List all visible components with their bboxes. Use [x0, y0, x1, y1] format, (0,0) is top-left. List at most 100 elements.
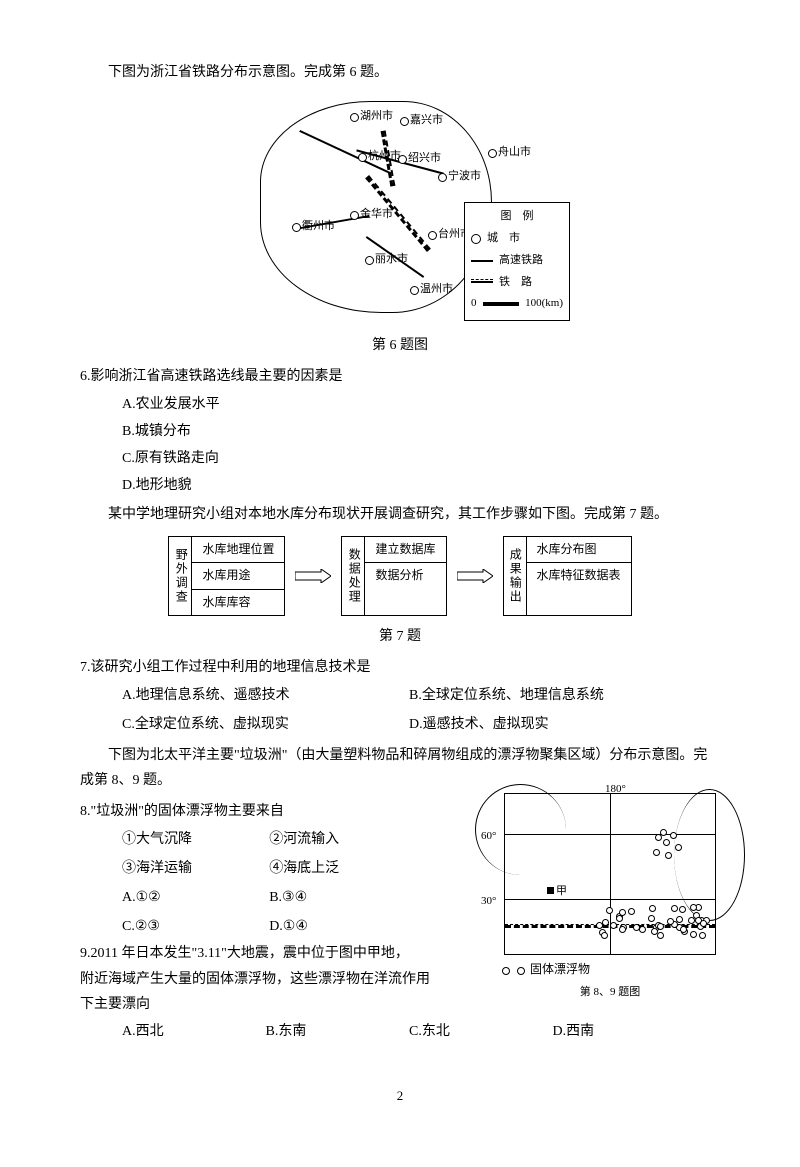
- q8-option-a[interactable]: A.①②: [122, 885, 269, 910]
- flow-cell: 水库库容: [192, 590, 284, 616]
- q8-option-b[interactable]: B.③④: [269, 885, 416, 910]
- city-dot: [488, 149, 497, 158]
- q7-stem: 7.该研究小组工作过程中利用的地理信息技术是: [80, 655, 720, 680]
- q6-option-d[interactable]: D.地形地貌: [122, 473, 720, 498]
- q9-stem-line-3: 下主要漂向: [80, 992, 490, 1017]
- jia-label: 甲: [547, 882, 567, 902]
- q6-options: A.农业发展水平 B.城镇分布 C.原有铁路走向 D.地形地貌: [80, 392, 720, 499]
- q6-stem: 6.影响浙江省高速铁路选线最主要的因素是: [80, 364, 720, 389]
- pacific-map: 180° 60° 30° 甲: [504, 793, 716, 955]
- q7-flow-diagram: 野外调查 水库地理位置 水库用途 水库库容 数据处理 建立数据库 数据分析 成果…: [100, 536, 700, 617]
- flow-cell: 水库用途: [192, 563, 284, 590]
- lon-180-label: 180°: [605, 780, 626, 800]
- float-dot: [616, 915, 623, 922]
- scale-max: 100(km): [525, 294, 563, 314]
- flow-head-1: 野外调查: [169, 537, 192, 616]
- q7-option-b[interactable]: B.全球定位系统、地理信息系统: [409, 683, 696, 708]
- flow-cell: 水库地理位置: [192, 537, 284, 564]
- q8-item-2: ②河流输入: [269, 827, 416, 852]
- figure-6: 湖州市嘉兴市杭州市绍兴市舟山市宁波市金华市衢州市台州市丽水市温州市 图 例 城 …: [80, 91, 720, 358]
- legend-hsr-label: 高速铁路: [499, 251, 543, 271]
- q7-intro: 某中学地理研究小组对本地水库分布现状开展调查研究，其工作步骤如下图。完成第 7 …: [80, 502, 720, 527]
- city-label: 嘉兴市: [410, 111, 443, 131]
- city-label: 舟山市: [498, 143, 531, 163]
- float-dot: [671, 905, 678, 912]
- flow-cell: 数据分析: [365, 563, 445, 589]
- city-symbol: [471, 234, 481, 244]
- q7-option-a[interactable]: A.地理信息系统、遥感技术: [122, 683, 409, 708]
- flow-cell: 水库特征数据表: [527, 563, 631, 589]
- legend-title: 图 例: [471, 207, 563, 227]
- float-dot: [653, 849, 660, 856]
- figure-6-caption: 第 6 题图: [80, 333, 720, 358]
- q8-stem: 8."垃圾洲"的固体漂浮物主要来自: [80, 799, 490, 824]
- q9-stem-line-2: 附近海域产生大量的固体漂浮物，这些漂浮物在洋流作用: [80, 967, 490, 992]
- flow-box-2: 数据处理 建立数据库 数据分析: [341, 536, 446, 617]
- float-dot: [619, 926, 626, 933]
- city-label: 金华市: [360, 205, 393, 225]
- figure-8-9: 180° 60° 30° 甲 固体漂浮物 第 8、9 题图: [500, 793, 720, 1002]
- q9-option-c[interactable]: C.东北: [409, 1019, 553, 1044]
- legend-row-rail: 铁 路: [471, 273, 563, 293]
- zhejiang-map: 湖州市嘉兴市杭州市绍兴市舟山市宁波市金华市衢州市台州市丽水市温州市 图 例 城 …: [230, 91, 570, 331]
- city-label: 温州市: [420, 280, 453, 300]
- float-dot: [690, 904, 697, 911]
- q6-option-a[interactable]: A.农业发展水平: [122, 392, 720, 417]
- hsr-symbol: [471, 260, 493, 262]
- float-dot: [699, 932, 706, 939]
- city-label: 杭州市: [368, 147, 401, 167]
- q7-options: A.地理信息系统、遥感技术 B.全球定位系统、地理信息系统 C.全球定位系统、虚…: [80, 681, 720, 739]
- city-label: 宁波市: [448, 167, 481, 187]
- legend-89-label: 固体漂浮物: [530, 962, 590, 976]
- city-label: 丽水市: [375, 250, 408, 270]
- float-dot: [690, 931, 697, 938]
- figure-89-caption: 第 8、9 题图: [500, 983, 720, 1003]
- figure-7-caption: 第 7 题: [80, 624, 720, 649]
- figure-89-legend: 固体漂浮物: [500, 959, 720, 981]
- float-symbol-icon: [502, 967, 510, 975]
- flow-arrow-icon: [295, 569, 331, 583]
- q9-option-b[interactable]: B.东南: [266, 1019, 410, 1044]
- scale-bar-line: [483, 302, 520, 306]
- q6-option-b[interactable]: B.城镇分布: [122, 419, 720, 444]
- q8-item-3: ③海洋运输: [122, 856, 269, 881]
- city-label: 绍兴市: [408, 149, 441, 169]
- float-dot: [663, 839, 670, 846]
- q7-option-d[interactable]: D.遥感技术、虚拟现实: [409, 712, 696, 737]
- float-dot: [679, 906, 686, 913]
- float-symbol-icon: [517, 967, 525, 975]
- q9-stem-line-1: 9.2011 年日本发生"3.11"大地震，震中位于图中甲地，: [80, 941, 490, 966]
- scale-bar: 0 100(km): [471, 294, 563, 314]
- q7-option-c[interactable]: C.全球定位系统、虚拟现实: [122, 712, 409, 737]
- legend-city-label: 城 市: [487, 229, 520, 249]
- flow-box-1: 野外调查 水库地理位置 水库用途 水库库容: [168, 536, 285, 617]
- legend-rail-label: 铁 路: [499, 273, 532, 293]
- float-dot: [667, 918, 674, 925]
- map-legend: 图 例 城 市 高速铁路 铁 路 0 100(km): [464, 202, 570, 321]
- q6-option-c[interactable]: C.原有铁路走向: [122, 446, 720, 471]
- city-label: 湖州市: [360, 107, 393, 127]
- q8-option-d[interactable]: D.①④: [269, 914, 416, 939]
- float-dot: [700, 920, 707, 927]
- float-dot: [639, 926, 646, 933]
- coast-america: [674, 789, 745, 921]
- flow-cell: 建立数据库: [365, 537, 445, 564]
- page-number: 2: [80, 1084, 720, 1107]
- q8-options: A.①② B.③④ C.②③ D.①④: [80, 883, 490, 941]
- q9-options: A.西北 B.东南 C.东北 D.西南: [80, 1019, 720, 1044]
- q8-option-c[interactable]: C.②③: [122, 914, 269, 939]
- float-dot: [628, 908, 635, 915]
- float-dot: [680, 926, 687, 933]
- scale-zero: 0: [471, 294, 477, 314]
- flow-arrow-icon: [457, 569, 493, 583]
- q9-option-a[interactable]: A.西北: [122, 1019, 266, 1044]
- float-dot: [648, 915, 655, 922]
- float-dot: [610, 922, 617, 929]
- rail-symbol: [471, 281, 493, 283]
- q9-option-d[interactable]: D.西南: [553, 1019, 697, 1044]
- flow-head-3: 成果输出: [504, 537, 527, 616]
- coast-asia: [475, 784, 566, 875]
- float-dot: [657, 923, 664, 930]
- legend-row-city: 城 市: [471, 229, 563, 249]
- float-dot: [606, 907, 613, 914]
